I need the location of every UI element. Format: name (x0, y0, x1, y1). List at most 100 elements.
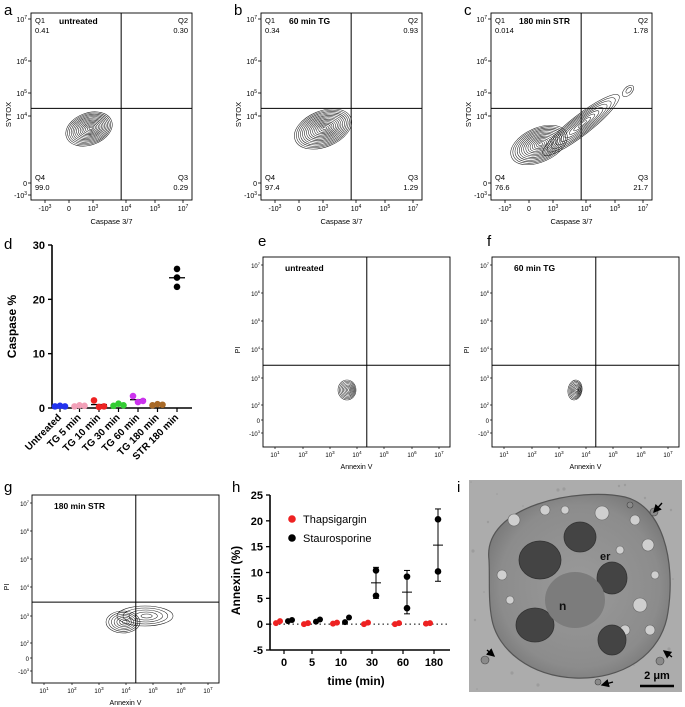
condensed-chromatin (597, 624, 627, 656)
y-tick-label: 0 (26, 657, 30, 663)
contour-line (577, 120, 587, 128)
q3-label: Q3 (178, 173, 188, 182)
q3-value: 0.29 (173, 183, 188, 192)
background-speck (496, 493, 498, 495)
staurosporine-point (434, 515, 442, 523)
cell-population-contour (65, 111, 113, 147)
sample-label: 180 min STR (54, 501, 105, 511)
contour-line (538, 142, 543, 146)
vacuole (539, 504, 551, 516)
contour-line (65, 111, 113, 147)
contour-line (574, 387, 579, 394)
q2-value: 0.30 (173, 26, 188, 35)
nucleus-label: n (559, 599, 566, 613)
data-point (173, 274, 181, 281)
y-tick-label: 102 (251, 401, 261, 410)
x-tick-label: 60 (397, 657, 409, 669)
background-speck (623, 483, 627, 487)
contour-line (113, 615, 134, 629)
panel-letter-i: i (457, 479, 460, 496)
contour-line (569, 113, 596, 135)
vacuole (496, 569, 508, 581)
annexin-flow-panels: euntreated1071061051041031020-1031011021… (4, 233, 680, 707)
sample-label: 60 min TG (289, 16, 330, 26)
contour-line (74, 117, 105, 141)
contour-line (128, 609, 163, 623)
contour-line (88, 126, 93, 130)
x-axis-label: Annexin V (341, 464, 373, 471)
x-axis-label: Annexin V (110, 700, 142, 707)
vacuole (507, 513, 521, 527)
x-tick-label: 103 (548, 204, 559, 213)
q1-value: 0.014 (495, 26, 514, 35)
x-tick-label: 105 (610, 204, 621, 213)
contour-line (304, 115, 343, 143)
y-tick-label: 103 (20, 612, 30, 621)
y-axis-label: PI (464, 347, 471, 354)
vacuole (629, 514, 641, 526)
background-speck (473, 618, 477, 622)
x-tick-label: 104 (581, 450, 591, 459)
x-tick-label: 101 (499, 450, 509, 459)
nucleus (545, 572, 605, 628)
contour-line (542, 94, 620, 156)
q2-label: Q2 (408, 16, 418, 25)
data-point (90, 397, 98, 404)
cell-population-contour (294, 108, 352, 150)
y-tick-label: 102 (20, 639, 30, 648)
background-speck (669, 508, 673, 512)
y-tick-label: -103 (249, 429, 261, 438)
x-tick-label: 104 (352, 450, 362, 459)
background-speck (486, 520, 490, 524)
y-tick-label: -103 (474, 191, 487, 200)
y-tick-label: -103 (244, 191, 257, 200)
y-axis-label: PI (235, 347, 242, 354)
contour-line (546, 97, 616, 153)
y-tick-label: 10 (33, 349, 45, 361)
staurosporine-point (372, 567, 380, 574)
x-tick-label: 0 (527, 206, 531, 213)
contour-line (72, 116, 107, 142)
q1-value: 0.41 (35, 26, 50, 35)
y-tick-label: 107 (16, 15, 27, 24)
q3-value: 21.7 (633, 183, 648, 192)
background-speck (643, 496, 647, 500)
y-tick-label: 107 (20, 499, 30, 508)
staurosporine-point (342, 619, 348, 626)
background-speck (659, 676, 661, 678)
contour-line (116, 605, 174, 627)
contour-line (536, 141, 545, 148)
annexin-panel-e: e untreated 107 106 105 104 103 102 0 -103 101 102 1… (235, 233, 451, 471)
q1-label: Q1 (265, 16, 275, 25)
x-tick-label: 104 (351, 204, 362, 213)
q3-label: Q3 (638, 173, 648, 182)
outlier-contour (622, 85, 634, 97)
contour-line (344, 385, 352, 395)
contour-line (519, 130, 560, 160)
data-point (95, 403, 103, 411)
panel-letter-b: b (234, 2, 242, 19)
contour-line (341, 383, 354, 397)
background-speck (471, 549, 475, 553)
x-tick-label: 107 (408, 204, 419, 213)
q1-label: Q1 (495, 16, 505, 25)
q4-value: 97.4 (265, 183, 280, 192)
legend-label: Staurosporine (303, 533, 372, 545)
q2-label: Q2 (638, 16, 648, 25)
x-tick-label: 105 (148, 686, 158, 695)
vacuole (505, 595, 515, 605)
cell-population-contour (337, 379, 357, 401)
panel-letter-a: a (4, 2, 13, 19)
y-tick-label: 105 (476, 89, 487, 98)
x-axis-label: Caspase 3/7 (320, 217, 362, 226)
legend-label: Thapsigargin (303, 514, 367, 526)
arrow-icon (662, 650, 673, 659)
contour-line (569, 382, 582, 398)
panel-letter-g: g (4, 479, 12, 496)
condensed-chromatin (515, 607, 555, 643)
arrow-icon (600, 679, 614, 688)
contour-line (571, 383, 581, 397)
data-point (76, 401, 83, 409)
